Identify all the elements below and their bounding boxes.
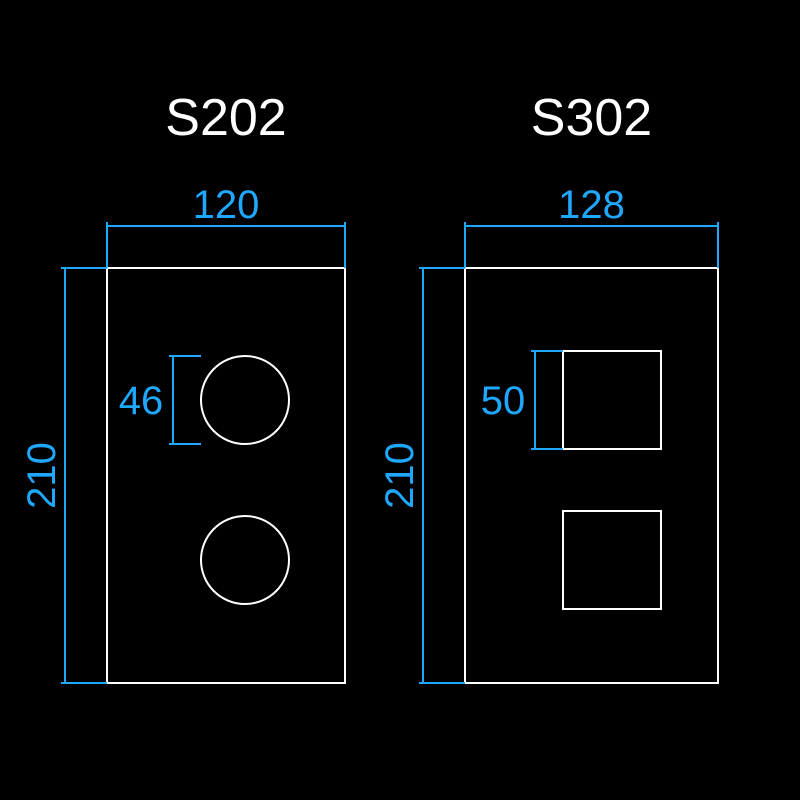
feature-dimension-label: 50 — [481, 379, 526, 423]
panel-outline — [107, 268, 345, 683]
feature-hole-2 — [563, 511, 661, 609]
panel-title: S202 — [165, 89, 286, 147]
height-dimension-label: 210 — [378, 442, 422, 509]
feature-hole-1 — [563, 351, 661, 449]
height-dimension-label: 210 — [20, 442, 64, 509]
width-dimension-label: 128 — [558, 183, 625, 227]
width-dimension-label: 120 — [193, 183, 260, 227]
feature-hole-1 — [201, 356, 289, 444]
panel-outline — [465, 268, 718, 683]
feature-hole-2 — [201, 516, 289, 604]
panel-title: S302 — [531, 89, 652, 147]
feature-dimension-label: 46 — [119, 379, 164, 423]
